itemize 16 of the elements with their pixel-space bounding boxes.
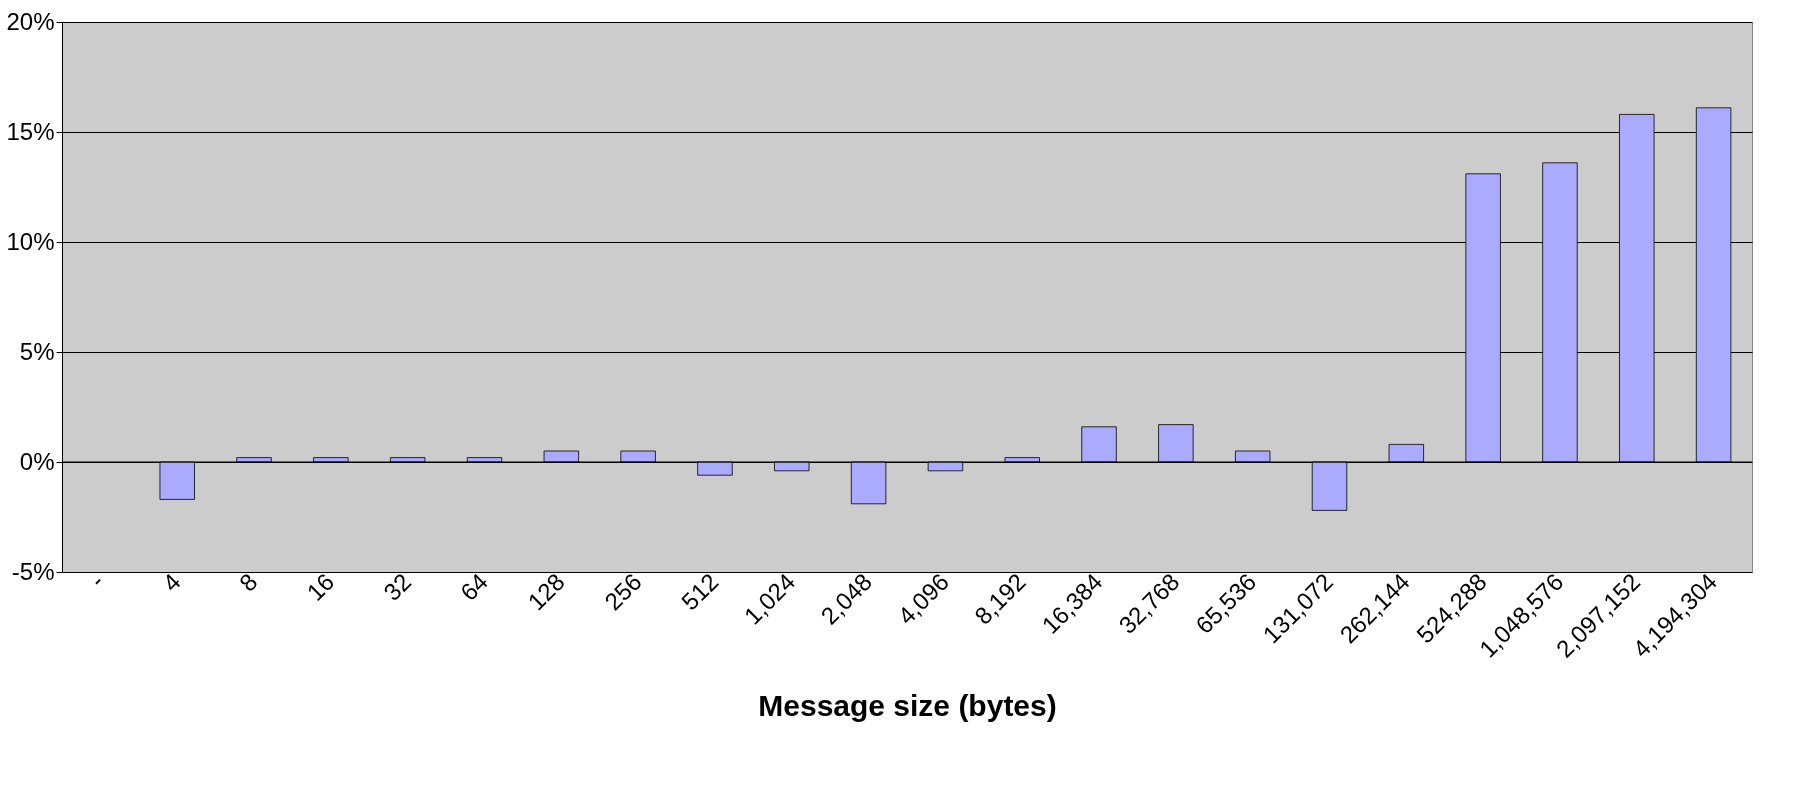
x-tick-label: 16 xyxy=(301,567,340,606)
x-tick-label: 4 xyxy=(157,567,186,597)
y-tick-label: -5% xyxy=(11,557,55,585)
y-tick-label: 20% xyxy=(6,7,55,35)
y-tick-label: 10% xyxy=(6,227,55,255)
x-tick-label: 32 xyxy=(378,567,417,606)
x-tick-label: - xyxy=(84,567,109,593)
x-axis-title: Message size (bytes) xyxy=(758,689,1057,723)
y-tick-label: 5% xyxy=(19,337,55,365)
x-tick-label: 512 xyxy=(676,567,724,616)
x-tick-label: 8 xyxy=(233,567,263,597)
x-tick-label: 256 xyxy=(599,567,647,616)
y-tick-label: 15% xyxy=(6,117,55,145)
x-tick-label: 64 xyxy=(455,567,493,606)
y-tick-label: 0% xyxy=(19,447,55,475)
x-tick-label: 128 xyxy=(522,567,570,616)
